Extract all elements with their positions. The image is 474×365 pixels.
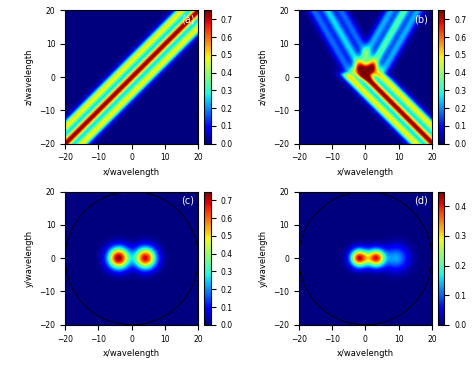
X-axis label: x/wavelength: x/wavelength bbox=[337, 349, 394, 358]
Text: (b): (b) bbox=[414, 15, 428, 24]
X-axis label: x/wavelength: x/wavelength bbox=[337, 168, 394, 177]
Y-axis label: y/wavelength: y/wavelength bbox=[258, 230, 267, 287]
Text: (d): (d) bbox=[414, 196, 428, 205]
Y-axis label: z/wavelength: z/wavelength bbox=[258, 49, 267, 105]
Y-axis label: y/wavelength: y/wavelength bbox=[25, 230, 34, 287]
Y-axis label: z/wavelength: z/wavelength bbox=[25, 49, 34, 105]
X-axis label: x/wavelength: x/wavelength bbox=[103, 168, 160, 177]
Text: (c): (c) bbox=[182, 196, 194, 205]
X-axis label: x/wavelength: x/wavelength bbox=[103, 349, 160, 358]
Text: (a): (a) bbox=[181, 15, 194, 24]
